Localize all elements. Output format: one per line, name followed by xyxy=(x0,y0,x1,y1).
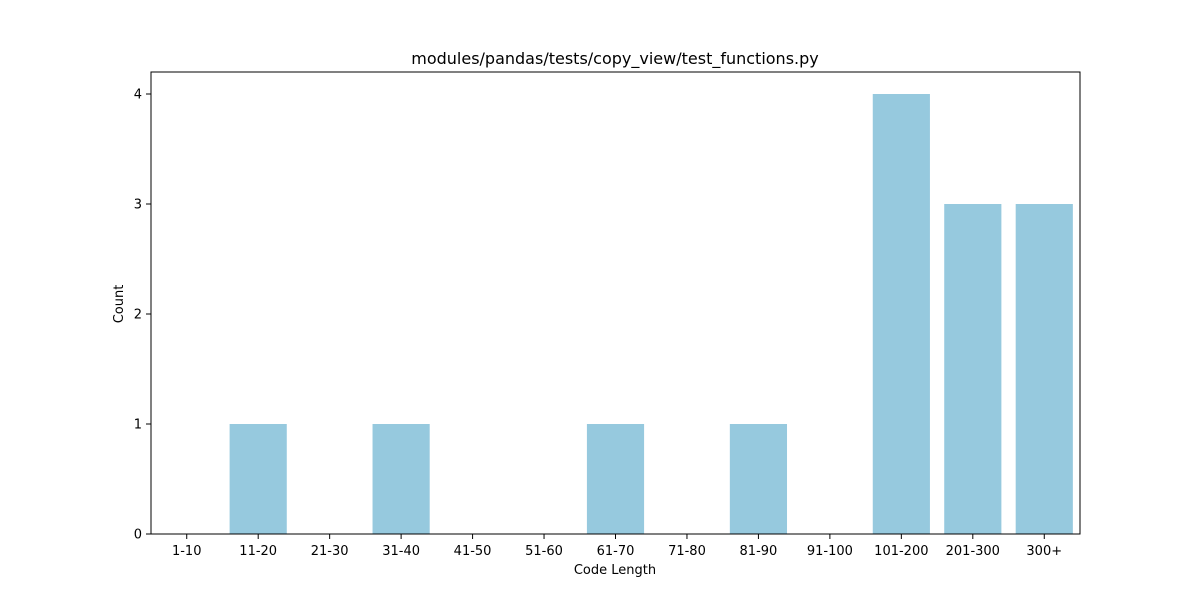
y-tick-label: 3 xyxy=(134,198,142,213)
bar-81-90 xyxy=(729,424,788,534)
y-tick-label: 2 xyxy=(134,308,142,323)
chart-title: modules/pandas/tests/copy_view/test_func… xyxy=(411,49,819,69)
x-axis-ticks: 1-10 11-20 21-30 31-40 41-50 51-60 61-70 71-80 8… xyxy=(172,534,1062,559)
x-tick-label: 11-20 xyxy=(239,544,277,559)
x-tick-label: 31-40 xyxy=(382,544,420,559)
x-tick-label: 71-80 xyxy=(668,544,706,559)
y-axis-ticks: 0 1 2 3 4 xyxy=(134,88,151,543)
y-axis-label: Count xyxy=(112,285,127,324)
plot-frame xyxy=(150,71,1081,535)
bars-group xyxy=(229,94,1073,534)
bar-11-20 xyxy=(229,424,287,534)
x-tick-label: 21-30 xyxy=(311,544,349,559)
x-tick-label: 300+ xyxy=(1026,544,1062,559)
x-tick-label: 101-200 xyxy=(874,544,928,559)
y-tick-label: 4 xyxy=(134,88,142,103)
bar-300+ xyxy=(1015,204,1073,534)
x-tick-label: 51-60 xyxy=(525,544,563,559)
bar-61-70 xyxy=(586,424,645,534)
y-tick-label: 0 xyxy=(134,528,142,543)
bar-101-200 xyxy=(872,94,930,534)
bar-201-300 xyxy=(944,204,1002,534)
x-tick-label: 61-70 xyxy=(597,544,635,559)
y-tick-label: 1 xyxy=(134,418,142,433)
x-tick-label: 41-50 xyxy=(454,544,492,559)
x-tick-label: 91-100 xyxy=(807,544,853,559)
bar-31-40 xyxy=(372,424,430,534)
x-tick-label: 1-10 xyxy=(172,544,202,559)
x-axis-label: Code Length xyxy=(574,563,656,578)
x-tick-label: 201-300 xyxy=(946,544,1000,559)
x-tick-label: 81-90 xyxy=(740,544,778,559)
